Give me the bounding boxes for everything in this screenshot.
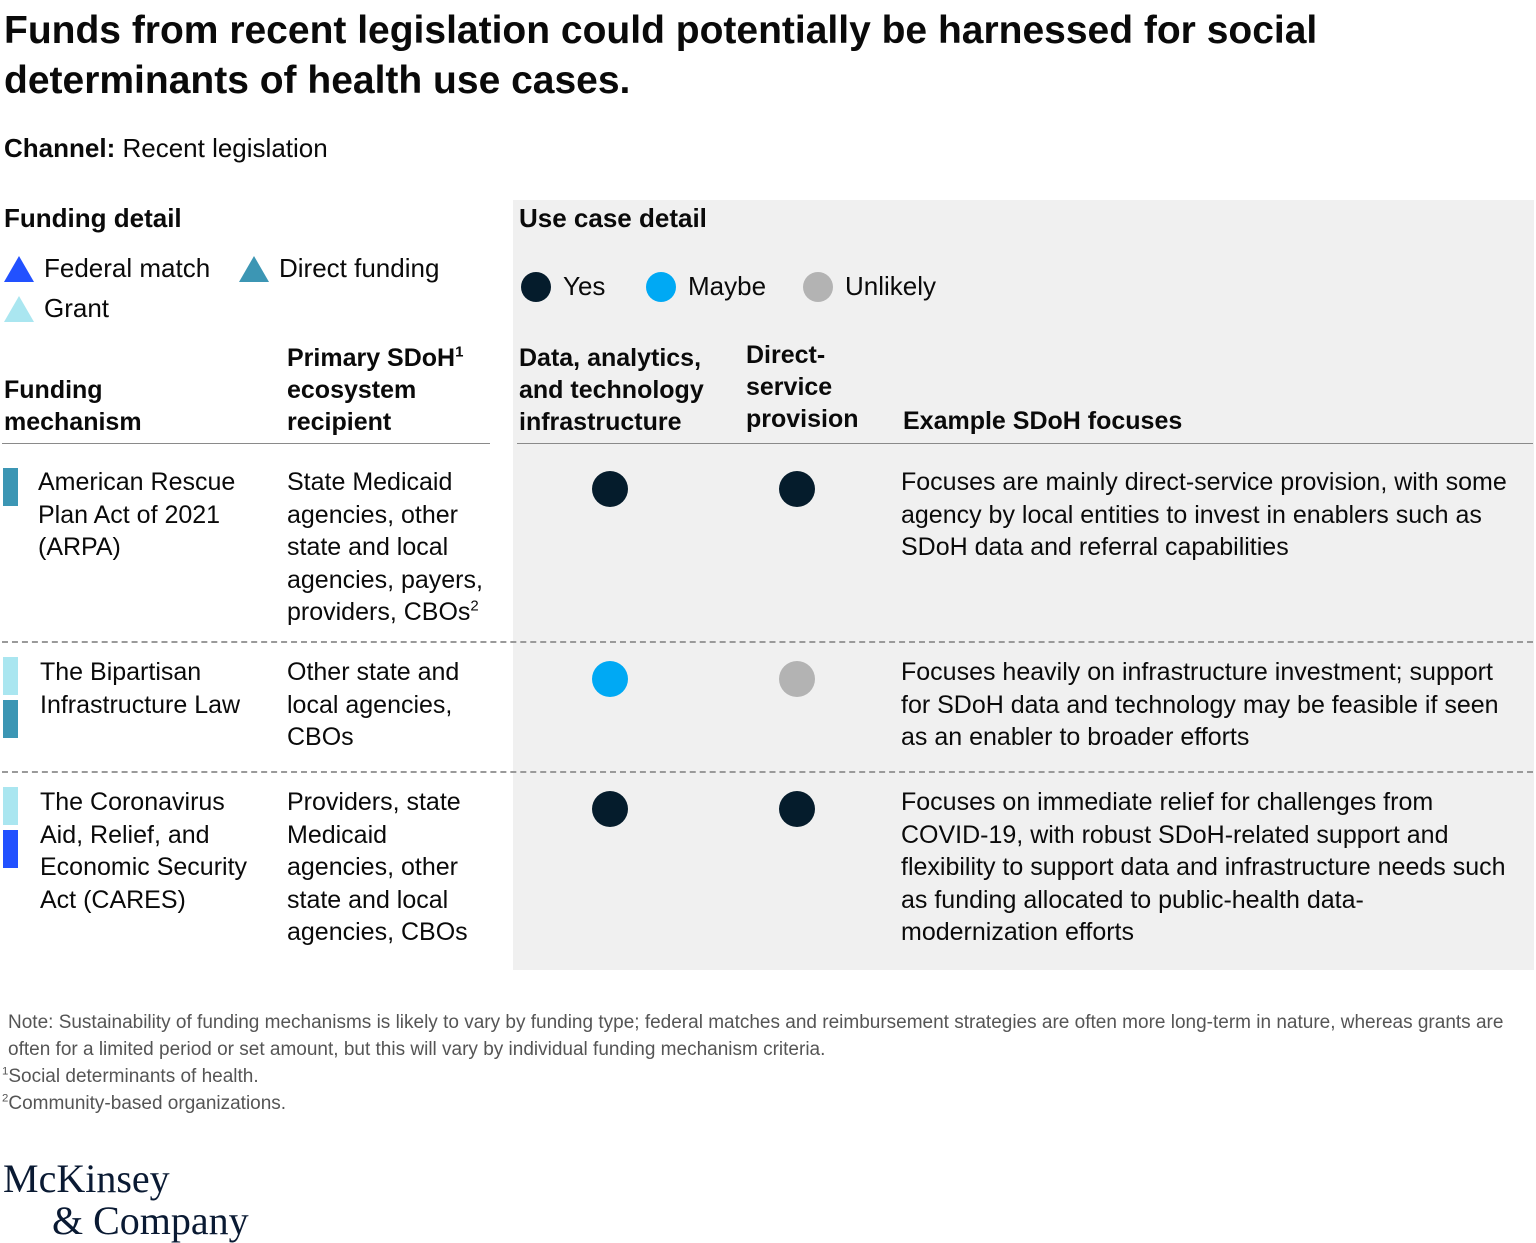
company-logo: McKinsey & Company <box>3 1158 249 1242</box>
logo-line-1: McKinsey <box>3 1156 170 1201</box>
use-case-detail-heading: Use case detail <box>519 203 707 233</box>
legend-unlikely: Unlikely <box>803 271 936 302</box>
header-divider-right <box>517 443 1533 444</box>
logo-line-2: & Company <box>52 1198 249 1243</box>
row-mechanism: American Rescue Plan Act of 2021 (ARPA) <box>38 468 236 561</box>
legend-label: Grant <box>44 293 110 323</box>
status-dot-yes <box>592 471 628 507</box>
footnote-text: Social determinants of health. <box>8 1066 259 1087</box>
row-recipient-text: State Medicaid agencies, other state and… <box>287 468 483 626</box>
footnote-mark: 1 <box>2 1065 9 1078</box>
triangle-icon <box>4 255 34 282</box>
triangle-icon <box>239 255 269 282</box>
legend-grant: Grant <box>4 293 109 324</box>
channel-value: Recent legislation <box>122 133 328 163</box>
row-divider <box>2 641 1533 643</box>
status-dot-yes <box>779 791 815 827</box>
use-case-panel <box>513 200 1534 970</box>
footnote-mark: 2 <box>470 597 479 615</box>
status-dot-yes <box>592 791 628 827</box>
footnote-mark: 2 <box>2 1092 9 1105</box>
col-header-recipient: Primary SDoH1 ecosystem recipient <box>287 342 487 438</box>
legend-label: Yes <box>563 271 606 301</box>
dot-icon <box>803 271 833 302</box>
legend-yes: Yes <box>521 271 605 302</box>
dot-icon <box>646 271 676 302</box>
legend-label: Unlikely <box>845 271 937 301</box>
col-header-direct-service: Direct-service provision <box>746 341 859 433</box>
row-recipient: Providers, state Medicaid agencies, othe… <box>287 788 468 946</box>
funding-type-marker <box>3 700 18 738</box>
row-focuses: Focuses on immediate relief for challeng… <box>901 788 1506 946</box>
status-dot-maybe <box>592 661 628 697</box>
page-title: Funds from recent legislation could pote… <box>4 9 1318 102</box>
row-recipient: State Medicaid agencies, other state and… <box>287 466 502 629</box>
funding-type-marker <box>3 830 18 868</box>
legend-direct-funding: Direct funding <box>239 253 439 284</box>
legend-label: Maybe <box>688 271 767 301</box>
header-divider-left <box>2 443 490 444</box>
legend-label: Federal match <box>44 253 211 283</box>
funding-detail-heading: Funding detail <box>4 203 182 233</box>
row-focuses: Focuses are mainly direct-service provis… <box>901 468 1507 561</box>
col-header-data-infra: Data, analytics, and technology infrastr… <box>519 344 704 436</box>
status-dot-unlikely <box>779 661 815 697</box>
footnote-mark: 1 <box>455 343 464 361</box>
footnote-2: 2Community-based organizations. <box>2 1090 286 1117</box>
footnote-1: 1Social determinants of health. <box>2 1063 259 1090</box>
note-text: Note: Sustainability of funding mechanis… <box>8 1012 1504 1060</box>
funding-type-marker <box>3 468 18 506</box>
legend-federal-match: Federal match <box>4 253 210 284</box>
legend-label: Direct funding <box>279 253 440 283</box>
row-recipient: Other state and local agencies, CBOs <box>287 658 460 751</box>
funding-type-marker <box>3 787 18 825</box>
col-header-mechanism: Funding mechanism <box>4 376 142 436</box>
dot-icon <box>521 271 551 302</box>
row-divider <box>2 771 1533 773</box>
col-header-recipient-text: Primary SDoH <box>287 344 456 372</box>
triangle-icon <box>4 295 34 322</box>
row-focuses: Focuses heavily on infrastructure invest… <box>901 658 1499 751</box>
channel-line: Channel: Recent legislation <box>4 133 328 164</box>
legend-maybe: Maybe <box>646 271 766 302</box>
funding-type-marker <box>3 657 18 695</box>
col-header-focuses: Example SDoH focuses <box>903 407 1183 435</box>
channel-label: Channel: <box>4 133 116 163</box>
status-dot-yes <box>779 471 815 507</box>
row-mechanism: The Coronavirus Aid, Relief, and Economi… <box>40 788 248 914</box>
row-mechanism: The Bipartisan Infrastructure Law <box>40 658 241 719</box>
col-header-recipient-rest: ecosystem recipient <box>287 376 417 436</box>
footnote-text: Community-based organizations. <box>8 1093 287 1114</box>
